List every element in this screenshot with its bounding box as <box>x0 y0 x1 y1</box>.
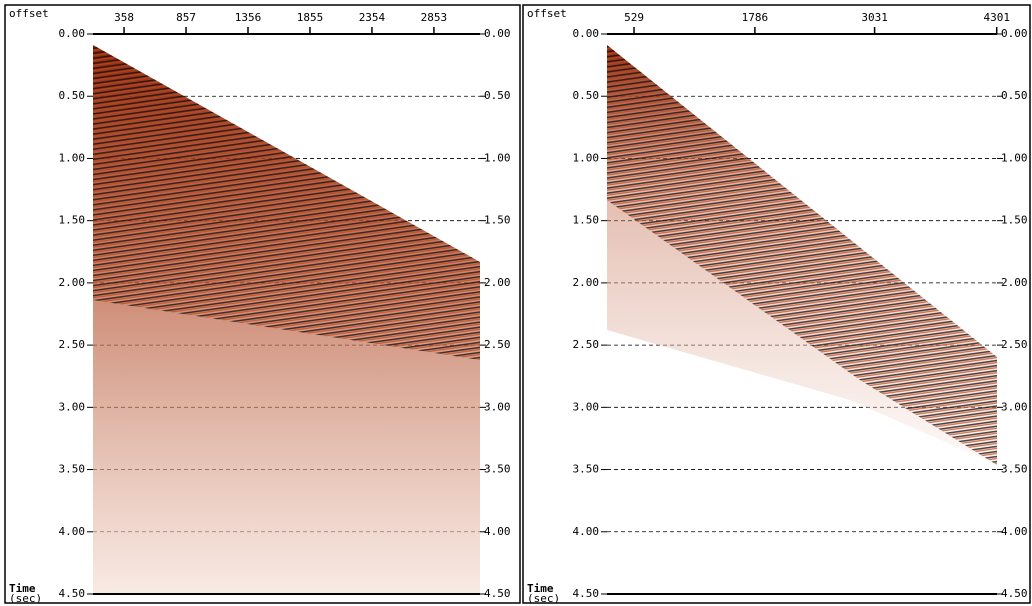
y-tick-label: 2.00 <box>484 276 511 289</box>
y-tick-label: 3.00 <box>573 400 600 413</box>
y-tick-label: 3.50 <box>59 463 86 476</box>
y-tick-label: 1.00 <box>59 151 86 164</box>
y-tick-label: 4.50 <box>484 587 511 600</box>
y-axis-label: Time <box>9 582 36 595</box>
y-tick-label: 0.00 <box>573 27 600 40</box>
x-tick-label: 857 <box>176 11 196 24</box>
seismic-reflections <box>93 45 480 360</box>
y-tick-label: 3.00 <box>484 400 511 413</box>
x-axis-label: offset <box>527 7 567 20</box>
y-tick-label: 1.50 <box>59 214 86 227</box>
y-tick-label: 0.00 <box>1001 27 1028 40</box>
y-tick-label: 3.50 <box>573 463 600 476</box>
y-tick-label: 2.00 <box>1001 276 1028 289</box>
y-tick-label: 1.00 <box>1001 151 1028 164</box>
x-tick-label: 3031 <box>861 11 888 24</box>
y-tick-label: 4.00 <box>59 525 86 538</box>
y-tick-label: 3.00 <box>1001 400 1028 413</box>
y-tick-label: 4.00 <box>573 525 600 538</box>
x-tick-label: 1356 <box>235 11 262 24</box>
y-tick-label: 3.50 <box>484 463 511 476</box>
x-tick-label: 358 <box>114 11 134 24</box>
y-tick-label: 3.00 <box>59 400 86 413</box>
panel-frame <box>4 4 521 604</box>
y-tick-label: 2.00 <box>573 276 600 289</box>
y-tick-label: 0.50 <box>59 89 86 102</box>
y-tick-label: 2.50 <box>484 338 511 351</box>
y-tick-label: 0.00 <box>59 27 86 40</box>
x-tick-label: 1855 <box>297 11 324 24</box>
y-axis-unit: (sec) <box>527 592 560 605</box>
y-tick-label: 4.50 <box>59 587 86 600</box>
y-tick-label: 1.50 <box>1001 214 1028 227</box>
y-tick-label: 1.50 <box>573 214 600 227</box>
y-tick-label: 0.50 <box>573 89 600 102</box>
y-tick-label: 1.50 <box>484 214 511 227</box>
y-tick-label: 2.00 <box>59 276 86 289</box>
y-tick-label: 2.50 <box>1001 338 1028 351</box>
y-tick-label: 4.00 <box>1001 525 1028 538</box>
y-tick-label: 2.50 <box>59 338 86 351</box>
y-axis-unit: (sec) <box>9 592 42 605</box>
y-tick-label: 4.00 <box>484 525 511 538</box>
x-tick-label: 2853 <box>421 11 448 24</box>
x-tick-label: 529 <box>624 11 644 24</box>
x-axis-label: offset <box>9 7 49 20</box>
seismic-reflections <box>607 45 997 465</box>
y-tick-label: 1.00 <box>484 151 511 164</box>
y-tick-label: 4.50 <box>1001 587 1028 600</box>
y-tick-label: 2.50 <box>573 338 600 351</box>
x-tick-label: 4301 <box>983 11 1010 24</box>
y-tick-label: 1.00 <box>573 151 600 164</box>
x-tick-label: 1786 <box>742 11 769 24</box>
y-tick-label: 0.50 <box>1001 89 1028 102</box>
y-tick-label: 3.50 <box>1001 463 1028 476</box>
y-tick-label: 0.00 <box>484 27 511 40</box>
y-tick-label: 4.50 <box>573 587 600 600</box>
panel-frame <box>522 4 1031 604</box>
y-tick-label: 0.50 <box>484 89 511 102</box>
x-tick-label: 2354 <box>359 11 386 24</box>
y-axis-label: Time <box>527 582 554 595</box>
